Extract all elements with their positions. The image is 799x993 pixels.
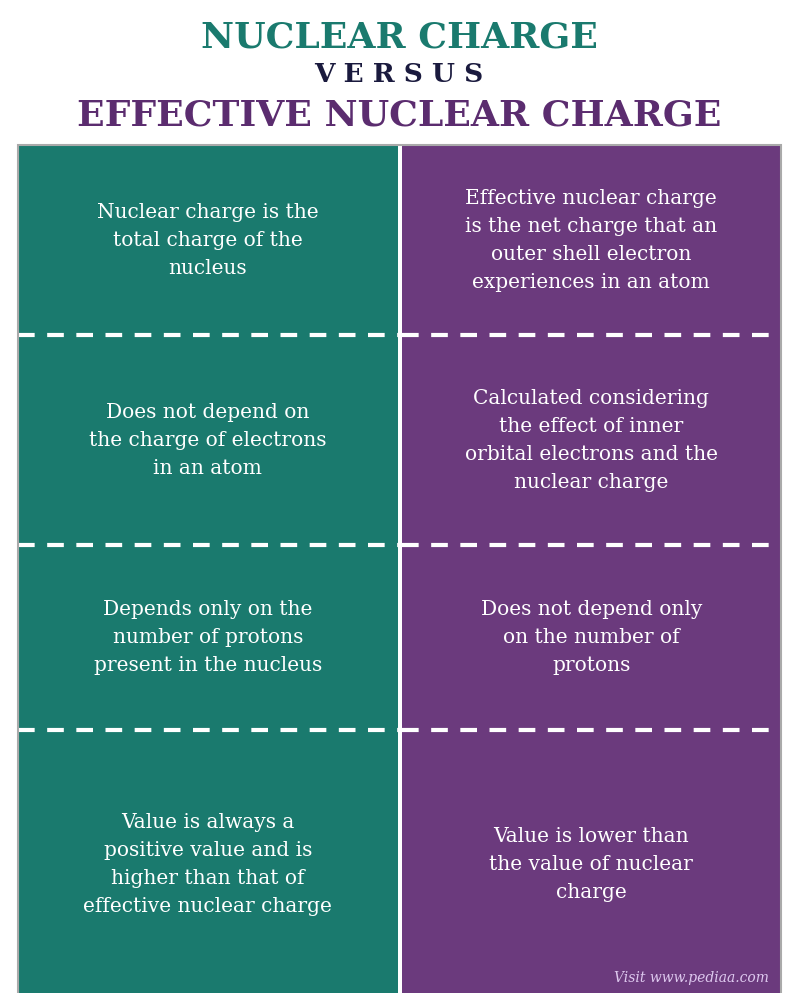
Text: Does not depend on
the charge of electrons
in an atom: Does not depend on the charge of electro… [89, 402, 327, 478]
FancyBboxPatch shape [402, 145, 781, 335]
FancyBboxPatch shape [18, 335, 397, 545]
Text: Calculated considering
the effect of inner
orbital electrons and the
nuclear cha: Calculated considering the effect of inn… [465, 388, 718, 492]
Text: Depends only on the
number of protons
present in the nucleus: Depends only on the number of protons pr… [93, 600, 322, 675]
Text: Effective nuclear charge
is the net charge that an
outer shell electron
experien: Effective nuclear charge is the net char… [465, 189, 718, 292]
Text: Visit www.pediaa.com: Visit www.pediaa.com [614, 971, 769, 985]
Text: V E R S U S: V E R S U S [314, 63, 483, 87]
Text: Nuclear charge is the
total charge of the
nucleus: Nuclear charge is the total charge of th… [97, 203, 319, 277]
FancyBboxPatch shape [18, 145, 397, 335]
Text: EFFECTIVE NUCLEAR CHARGE: EFFECTIVE NUCLEAR CHARGE [77, 98, 721, 132]
FancyBboxPatch shape [18, 730, 397, 993]
FancyBboxPatch shape [402, 335, 781, 545]
FancyBboxPatch shape [18, 545, 397, 730]
FancyBboxPatch shape [402, 730, 781, 993]
FancyBboxPatch shape [402, 545, 781, 730]
Text: Value is lower than
the value of nuclear
charge: Value is lower than the value of nuclear… [489, 826, 694, 902]
Text: Does not depend only
on the number of
protons: Does not depend only on the number of pr… [480, 600, 702, 675]
Text: NUCLEAR CHARGE: NUCLEAR CHARGE [201, 21, 598, 55]
Text: Value is always a
positive value and is
higher than that of
effective nuclear ch: Value is always a positive value and is … [83, 812, 332, 916]
